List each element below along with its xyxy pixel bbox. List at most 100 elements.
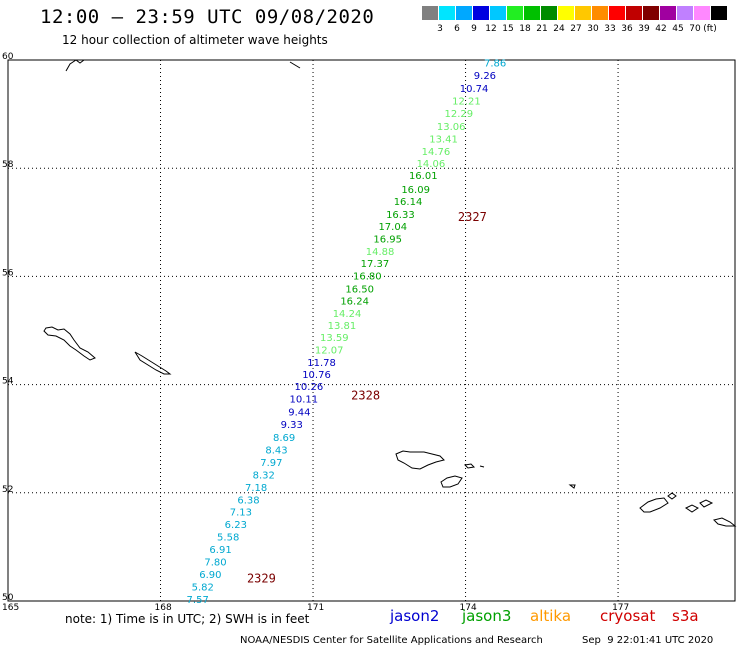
swh-point-label: 16.50 <box>345 284 374 295</box>
lat-tick-label: 58 <box>2 160 14 170</box>
swh-point-label: 5.58 <box>217 533 239 544</box>
swh-point-label: 12.21 <box>452 97 481 108</box>
swh-point-label: 13.41 <box>429 134 458 145</box>
swh-point-label: 8.43 <box>265 446 287 457</box>
legend-swatch <box>626 6 642 20</box>
satellite-name-s3a: s3a <box>672 607 699 625</box>
legend-swatch <box>643 6 659 20</box>
pass-time-label: 2327 <box>458 210 487 224</box>
swh-point-label: 17.04 <box>378 222 407 233</box>
legend-label: 70 <box>689 24 701 34</box>
legend-label: 15 <box>502 24 514 34</box>
legend-swatch <box>575 6 591 20</box>
swh-point-label: 7.13 <box>230 508 252 519</box>
legend-unit: (ft) <box>703 24 717 34</box>
legend-label: 30 <box>587 24 599 34</box>
map-subtitle: 12 hour collection of altimeter wave hei… <box>62 33 328 47</box>
altimeter-track-points: 7.869.2610.7412.2112.2913.0613.4114.7614… <box>187 59 507 606</box>
swh-point-label: 16.14 <box>394 197 423 208</box>
swh-point-label: 6.23 <box>225 520 247 531</box>
legend-label: 9 <box>471 24 477 34</box>
footer-note: note: 1) Time is in UTC; 2) SWH is in fe… <box>65 612 310 626</box>
swh-point-label: 8.32 <box>253 470 275 481</box>
legend-swatch <box>439 6 455 20</box>
legend-swatch <box>490 6 506 20</box>
satellite-name-jason2: jason2 <box>390 607 440 625</box>
coastline-rat-island-2 <box>568 484 576 489</box>
swh-point-label: 10.26 <box>295 382 324 393</box>
legend-label: 3 <box>437 24 443 34</box>
legend-swatch <box>456 6 472 20</box>
legend-label: 27 <box>570 24 582 34</box>
swh-point-label: 10.76 <box>302 370 331 381</box>
swh-point-label: 14.88 <box>366 247 395 258</box>
map-title: 12:00 – 23:59 UTC 09/08/2020 <box>40 6 375 28</box>
coastline-andreanof-islands <box>639 492 737 527</box>
legend-label: 39 <box>638 24 650 34</box>
swh-point-label: 17.37 <box>361 259 390 270</box>
legend-label: 42 <box>655 24 667 34</box>
coastline-kamchatka-tip <box>65 59 85 72</box>
lat-tick-label: 52 <box>2 485 13 495</box>
legend-swatch <box>558 6 574 20</box>
swh-point-label: 12.29 <box>445 109 474 120</box>
lon-tick-label: 165 <box>2 603 19 613</box>
satellite-name-altika: altika <box>530 607 572 625</box>
swh-point-label: 16.01 <box>409 171 438 182</box>
legend-swatch <box>694 6 710 20</box>
lon-tick-label: 174 <box>460 603 477 613</box>
swh-point-label: 9.33 <box>281 420 303 431</box>
pass-time-labels: 2327 2328 2329 <box>247 210 487 585</box>
lat-tick-label: 50 <box>2 593 14 603</box>
swh-point-label: 16.24 <box>340 297 369 308</box>
swh-point-label: 7.57 <box>187 595 209 606</box>
legend-label: 36 <box>621 24 633 34</box>
swh-point-label: 7.80 <box>204 558 226 569</box>
swh-point-label: 13.06 <box>437 122 466 133</box>
swh-point-label: 5.82 <box>192 582 214 593</box>
legend-swatch <box>541 6 557 20</box>
pass-time-label: 2328 <box>351 388 380 402</box>
legend-swatch <box>422 6 438 20</box>
legend-label: 12 <box>485 24 497 34</box>
satellite-name-jason3: jason3 <box>462 607 512 625</box>
swh-point-label: 16.95 <box>373 235 402 246</box>
lat-tick-label: 60 <box>2 52 14 62</box>
lat-tick-label: 56 <box>2 268 14 278</box>
legend-swatch <box>609 6 625 20</box>
legend-swatch <box>592 6 608 20</box>
swh-point-label: 14.76 <box>422 147 451 158</box>
legend-label: 18 <box>519 24 531 34</box>
coastlines <box>43 59 737 527</box>
swh-point-label: 13.81 <box>328 321 357 332</box>
legend-label: 24 <box>553 24 565 34</box>
legend-label: 45 <box>672 24 684 34</box>
pass-time-label: 2329 <box>247 571 276 585</box>
swh-point-label: 6.90 <box>199 570 221 581</box>
lon-tick-label: 171 <box>307 603 324 613</box>
map-frame <box>7 59 736 602</box>
swh-point-label: 10.11 <box>289 395 318 406</box>
lat-lon-grid <box>8 60 735 601</box>
lon-tick-label: 177 <box>612 603 629 613</box>
legend-label: 6 <box>454 24 460 34</box>
coastline-shemya <box>463 463 485 469</box>
legend-label: 33 <box>604 24 616 34</box>
lon-tick-label: 168 <box>155 603 172 613</box>
footer-credit: NOAA/NESDIS Center for Satellite Applica… <box>240 635 543 646</box>
lat-tick-label: 54 <box>2 377 14 387</box>
legend-swatch <box>507 6 523 20</box>
swh-point-label: 7.97 <box>260 458 282 469</box>
swh-point-label: 16.80 <box>353 271 382 282</box>
legend-swatch <box>711 6 727 20</box>
footer-timestamp: Sep 9 22:01:41 UTC 2020 <box>582 635 714 646</box>
coastline-medny-island <box>134 351 172 375</box>
coastline-bering-island <box>43 326 96 361</box>
swh-point-label: 13.59 <box>320 333 349 344</box>
coastline-rat-island-1 <box>440 475 463 488</box>
coastline-near-islands <box>395 450 445 470</box>
swh-point-label: 8.69 <box>273 433 295 444</box>
legend-swatch <box>473 6 489 20</box>
